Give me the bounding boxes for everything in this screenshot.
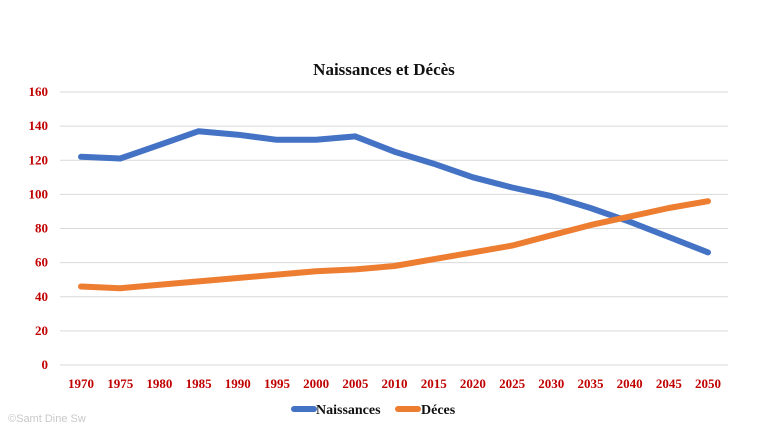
x-tick-label: 1985	[186, 376, 213, 391]
x-tick-label: 2045	[656, 376, 683, 391]
legend: Naissances Déces	[291, 403, 456, 418]
x-tick-label: 2005	[342, 376, 369, 391]
x-tick-label: 2000	[303, 376, 329, 391]
watermark: ©Samt Dine Sw	[8, 413, 86, 425]
x-tick-label: 1995	[264, 376, 291, 391]
y-tick-label: 160	[29, 84, 49, 99]
y-tick-label: 120	[29, 152, 49, 167]
y-tick-label: 20	[35, 323, 48, 338]
x-tick-label: 2030	[538, 376, 564, 391]
x-tick-label: 1990	[225, 376, 251, 391]
x-tick-label: 2050	[695, 376, 721, 391]
x-tick-label: 2035	[577, 376, 604, 391]
y-tick-label: 0	[42, 357, 49, 372]
x-tick-label: 2025	[499, 376, 526, 391]
y-tick-label: 60	[35, 255, 48, 270]
x-tick-label: 1970	[68, 376, 94, 391]
series-line-deces	[78, 198, 711, 292]
x-tick-label: 2010	[382, 376, 408, 391]
x-tick-label: 2015	[421, 376, 448, 391]
x-tick-label: 2040	[617, 376, 643, 391]
y-tick-label: 40	[35, 289, 48, 304]
gridlines	[60, 91, 728, 366]
series-lines	[78, 128, 711, 292]
series-line-naissances	[78, 128, 711, 256]
y-tick-label: 140	[29, 118, 49, 133]
y-tick-label: 100	[29, 186, 49, 201]
chart-title: Naissances et Décès	[313, 60, 455, 79]
x-tick-label: 1980	[146, 376, 172, 391]
legend-label: Déces	[421, 403, 456, 418]
y-axis-ticks: 0 20 40 60 80 100 120 140 160	[29, 84, 49, 372]
x-tick-label: 2020	[460, 376, 486, 391]
legend-label: Naissances	[316, 403, 381, 418]
y-tick-label: 80	[35, 221, 48, 236]
x-tick-label: 1975	[107, 376, 134, 391]
x-axis-ticks: 1970 1975 1980 1985 1990 1995 2000 2005 2010 2015…	[68, 376, 721, 391]
